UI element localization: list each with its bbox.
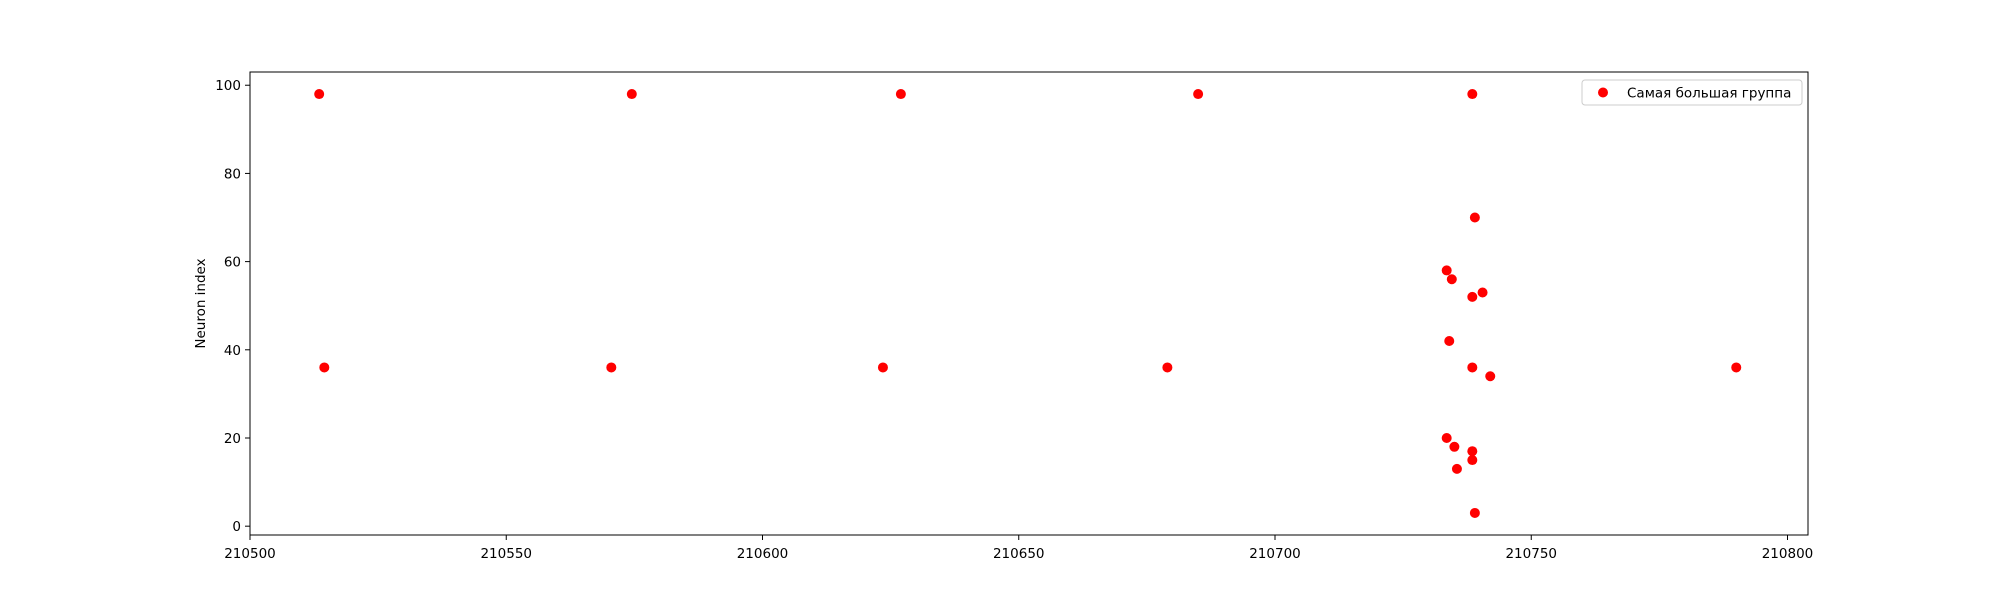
data-point (1469, 212, 1480, 223)
x-tick-label: 210600 (737, 546, 789, 562)
data-point (1451, 463, 1462, 474)
data-point (1441, 265, 1452, 276)
data-point (877, 362, 888, 373)
y-axis-label: Neuron index (193, 258, 209, 348)
data-point (1477, 287, 1488, 298)
y-tick-label: 40 (224, 343, 241, 359)
x-tick-label: 210500 (224, 546, 276, 562)
data-point (1441, 432, 1452, 443)
axes-frame (249, 71, 1809, 536)
data-points (314, 89, 1742, 518)
y-tick-label: 80 (224, 166, 241, 182)
data-point (314, 89, 325, 100)
plot-background (250, 72, 1808, 535)
data-point (1467, 455, 1478, 466)
legend-label: Самая большая группа (1627, 86, 1791, 102)
data-point (1446, 274, 1457, 285)
axes: 210500 210550 210600 210650 210700 210750 2108… (193, 71, 1814, 562)
data-point (1467, 291, 1478, 302)
legend-marker (1598, 87, 1608, 98)
data-point (1162, 362, 1173, 373)
legend-box (1581, 79, 1803, 106)
y-tick-label: 20 (224, 431, 241, 447)
x-tick-label: 210750 (1505, 546, 1557, 562)
data-point (1731, 362, 1742, 373)
data-point (1467, 446, 1478, 457)
data-point (606, 362, 617, 373)
x-tick-label: 210800 (1762, 546, 1814, 562)
x-tick-label: 210650 (993, 546, 1045, 562)
data-point (319, 362, 330, 373)
y-tick-label: 60 (224, 255, 241, 271)
y-tick-label: 100 (215, 78, 241, 94)
data-point (1193, 89, 1204, 100)
data-point (1469, 507, 1480, 518)
plot-area (250, 72, 1808, 535)
data-point (1467, 89, 1478, 100)
data-point (1485, 371, 1496, 382)
data-point (626, 89, 637, 100)
legend: Самая большая группа (1581, 79, 1803, 106)
data-point (1444, 335, 1455, 346)
data-point (1449, 441, 1460, 452)
x-tick-label: 210700 (1249, 546, 1301, 562)
y-tick-label: 0 (232, 519, 241, 535)
data-point (895, 89, 906, 100)
x-tick-label: 210550 (480, 546, 532, 562)
data-point (1467, 362, 1478, 373)
